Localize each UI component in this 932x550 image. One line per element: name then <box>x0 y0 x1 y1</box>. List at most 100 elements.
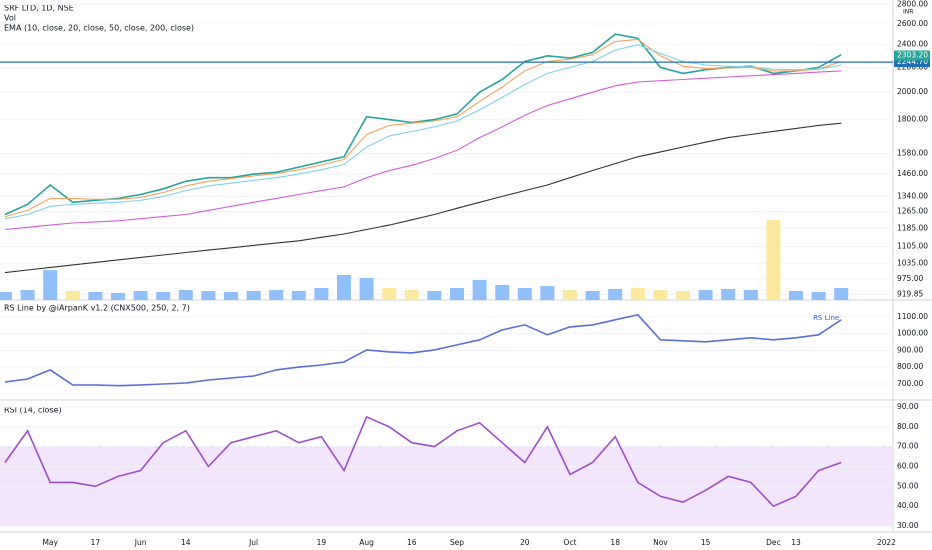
y-tick-label: 50.00 <box>897 481 919 490</box>
x-tick-label: 19 <box>317 538 327 547</box>
y-tick-label: 1035.00 <box>897 259 928 268</box>
y-tick-label: 700.00 <box>897 379 923 388</box>
volume-bar <box>111 293 125 300</box>
y-tick-label: 1185.00 <box>897 223 928 232</box>
volume-bar <box>133 291 148 300</box>
volume-bar <box>404 290 419 300</box>
volume-bar <box>0 292 12 300</box>
y-tick-label: 80.00 <box>897 422 919 431</box>
volume-title: Vol <box>4 14 16 23</box>
x-tick-label: 20 <box>520 538 530 547</box>
x-tick-label: Oct <box>564 538 577 547</box>
price-badge-label: 2303.20 <box>897 50 928 59</box>
volume-bar <box>630 288 645 300</box>
x-tick-label: 14 <box>181 538 191 547</box>
y-tick-label: 90.00 <box>897 402 919 411</box>
volume-bar <box>382 288 397 300</box>
volume-bar <box>450 288 464 300</box>
y-tick-label: 2000.00 <box>897 87 928 96</box>
volume-bar <box>427 291 442 300</box>
series-line <box>4 415 842 508</box>
series-line <box>4 38 842 218</box>
x-tick-label: May <box>42 538 58 547</box>
volume-bar <box>224 292 238 300</box>
volume-bar <box>291 291 306 300</box>
volume-bar <box>65 291 80 300</box>
volume-bar <box>608 289 623 300</box>
y-tick-label: 900.00 <box>897 345 923 354</box>
rs-title: RS Line by @iArpanK v1.2 (CNX500, 250, 2… <box>4 304 190 313</box>
y-tick-label: 1800.00 <box>897 115 928 124</box>
volume-bar <box>721 289 736 300</box>
volume-bar <box>269 290 284 300</box>
y-tick-label: 2800.00 <box>897 0 928 9</box>
series-annotation: RS Line <box>813 314 839 322</box>
volume-bar <box>314 288 329 300</box>
x-tick-label: Nov <box>653 538 668 547</box>
volume-bar <box>563 290 577 300</box>
x-tick-label: Sep <box>450 538 464 547</box>
series-line <box>4 44 842 220</box>
y-tick-label: 60.00 <box>897 461 919 470</box>
volume-bar <box>653 290 668 300</box>
symbol-title: SRF LTD, 1D, NSE <box>4 4 74 13</box>
y-tick-label: 1580.00 <box>897 149 928 158</box>
y-tick-label: 800.00 <box>897 362 923 371</box>
volume-bar <box>246 291 261 300</box>
ema-title: EMA (10, close, 20, close, 50, close, 20… <box>4 24 194 33</box>
volume-bar <box>88 292 103 300</box>
y-tick-label: 1265.00 <box>897 206 928 215</box>
volume-bar <box>676 291 690 300</box>
volume-bar <box>43 270 58 300</box>
volume-bar <box>472 280 487 300</box>
volume-bar <box>20 290 35 300</box>
y-tick-label: 30.00 <box>897 521 919 530</box>
price-badge-label: 2244.70 <box>897 57 928 66</box>
y-tick-label: 1105.00 <box>897 242 928 251</box>
currency-label: INR <box>903 9 913 16</box>
volume-bar <box>540 286 555 300</box>
x-tick-label: Jul <box>248 538 258 547</box>
x-tick-label: 17 <box>91 538 101 547</box>
x-tick-label: 15 <box>701 538 711 547</box>
series-line <box>4 70 842 231</box>
x-tick-label: 2022 <box>877 538 896 547</box>
volume-bar <box>517 288 532 300</box>
volume-bar <box>789 291 803 300</box>
volume-bar <box>178 290 193 300</box>
volume-bar <box>201 291 216 300</box>
volume-bar <box>698 290 713 300</box>
x-tick-label: Jun <box>134 538 147 547</box>
x-tick-label: 13 <box>791 538 801 547</box>
y-tick-label: 2400.00 <box>897 40 928 49</box>
x-tick-label: Dec <box>766 538 781 547</box>
y-tick-label: 1000.00 <box>897 329 928 338</box>
price-badge <box>894 50 930 61</box>
volume-bar <box>766 220 781 300</box>
rsi-title: RSI (14, close) <box>4 406 62 415</box>
series-line <box>4 33 842 216</box>
volume-bar <box>743 290 758 300</box>
volume-bar <box>156 292 171 300</box>
volume-bar <box>359 278 374 300</box>
y-tick-label: 919.85 <box>897 289 923 298</box>
series-line <box>4 313 842 387</box>
volume-bar <box>811 292 826 300</box>
volume-bar <box>337 275 351 300</box>
y-tick-label: 1340.00 <box>897 191 928 200</box>
y-tick-label: 1100.00 <box>897 312 928 321</box>
series-line <box>4 122 842 274</box>
y-tick-label: 40.00 <box>897 501 919 510</box>
x-tick-label: 16 <box>407 538 417 547</box>
x-tick-label: 18 <box>610 538 620 547</box>
x-tick-label: Aug <box>359 538 374 547</box>
y-tick-label: 1460.00 <box>897 169 928 178</box>
y-tick-label: 70.00 <box>897 442 919 451</box>
y-tick-label: 2600.00 <box>897 19 928 28</box>
volume-bar <box>834 288 849 300</box>
volume-bar <box>585 291 600 300</box>
y-tick-label: 975.00 <box>897 274 923 283</box>
volume-bar <box>495 285 510 300</box>
